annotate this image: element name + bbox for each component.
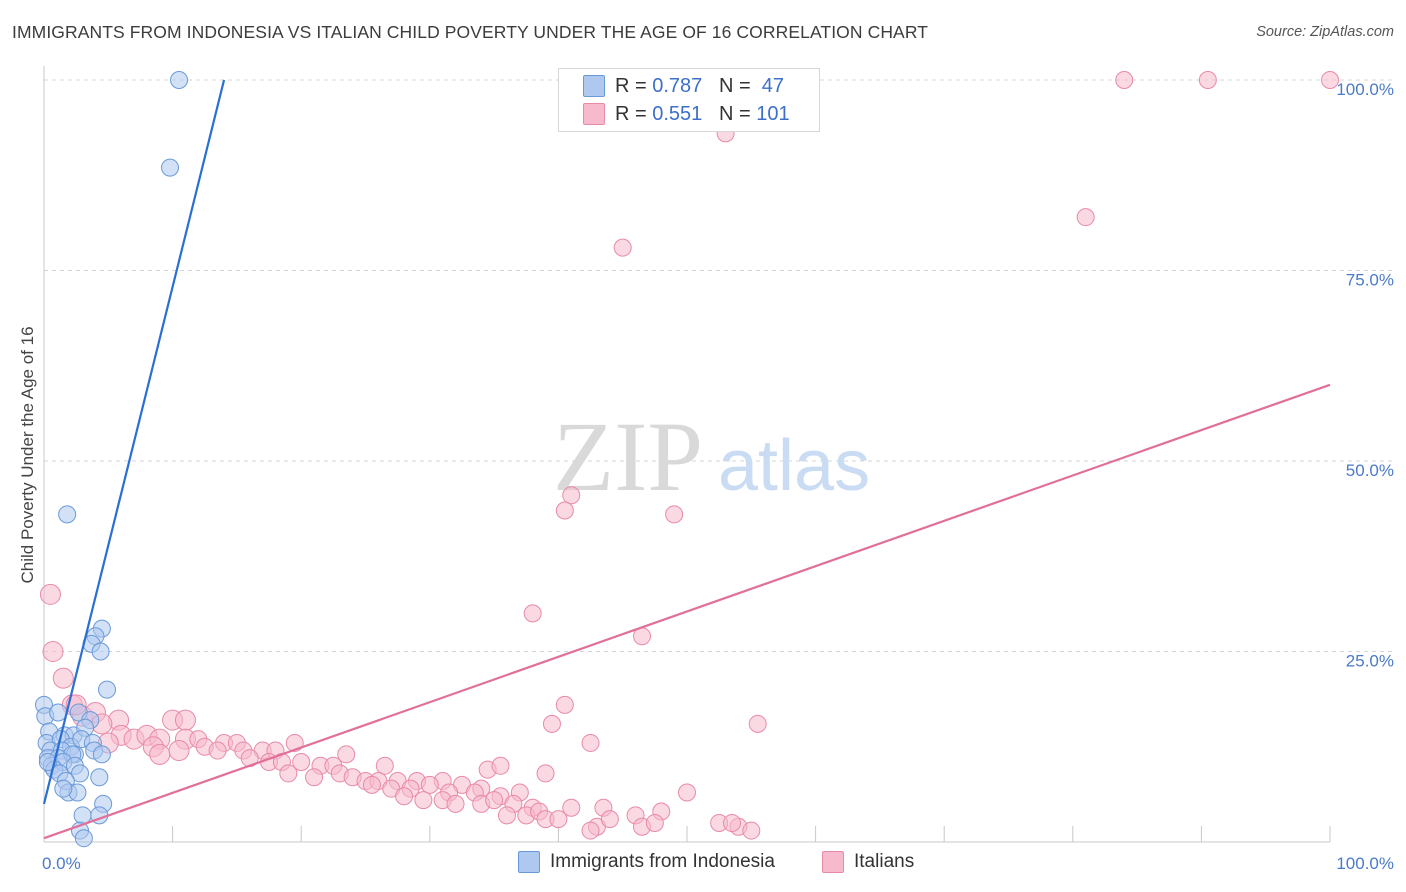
trend-lines <box>42 79 1331 840</box>
pink-point <box>1076 208 1095 227</box>
blue-point <box>170 71 189 89</box>
blue-point <box>71 764 90 783</box>
pink-point <box>555 501 574 520</box>
pink-point <box>395 787 414 806</box>
pink-point <box>723 813 742 832</box>
pink-point <box>600 810 619 829</box>
blue-point <box>92 745 111 764</box>
x-tick-label: 100.0% <box>1336 854 1394 873</box>
blue-point <box>91 642 110 661</box>
legend-n-label: N = <box>718 102 757 125</box>
legend-swatch-pink <box>583 103 605 125</box>
pink-point <box>665 505 684 524</box>
legend-r-value: 0.787 <box>652 74 703 97</box>
watermark: ZIP atlas <box>553 401 870 512</box>
pink-point <box>168 740 190 762</box>
pink-point <box>174 709 196 731</box>
legend-r-label: R = <box>615 74 653 97</box>
pink-point <box>581 821 600 840</box>
bottom-legend-swatch-pink <box>822 851 844 873</box>
pink-point <box>562 798 581 817</box>
pink-point <box>414 791 433 810</box>
pink-point <box>446 794 465 813</box>
bottom-legend-swatch-blue <box>518 851 540 873</box>
pink-point <box>208 741 227 760</box>
pink-point <box>279 764 298 783</box>
pink-point <box>497 806 516 825</box>
blue-point <box>73 806 92 825</box>
blue-point <box>38 752 57 771</box>
legend-row-indonesia: R = 0.787 N = 47 <box>583 73 785 99</box>
legend-r-label: R = <box>615 102 653 125</box>
y-tick-label: 75.0% <box>1346 271 1394 290</box>
source-label: Source: ZipAtlas.com <box>1256 24 1394 40</box>
pink-point <box>1115 71 1134 89</box>
pink-point <box>52 667 74 689</box>
legend-swatch-blue <box>583 75 605 97</box>
pink-point <box>39 583 61 605</box>
pink-point <box>581 733 600 752</box>
pink-point <box>42 641 64 662</box>
blue-point <box>58 505 77 524</box>
pink-point <box>1321 71 1339 89</box>
pink-point <box>536 764 555 783</box>
pink-point <box>375 756 394 775</box>
blue-point <box>54 779 73 798</box>
blue-point <box>90 768 109 787</box>
italians-points <box>39 71 1339 840</box>
pink-point <box>549 810 568 829</box>
pink-point <box>742 821 761 840</box>
pink-point <box>337 745 356 764</box>
pink-point <box>292 752 311 771</box>
pink-point <box>562 486 581 505</box>
bottom-legend-label: Italians <box>854 851 915 872</box>
bottom-legend-label: Immigrants from Indonesia <box>550 851 775 872</box>
watermark-atlas: atlas <box>718 426 870 506</box>
blue-point <box>49 703 68 722</box>
pink-point <box>485 791 504 810</box>
pink-point <box>645 813 664 832</box>
pink-point <box>362 775 381 794</box>
legend-n-label: N = <box>718 74 757 97</box>
pink-trend-line <box>43 383 1331 840</box>
pink-point <box>748 714 767 733</box>
y-tick-label: 100.0% <box>1336 80 1394 99</box>
pink-point <box>678 783 696 802</box>
grid <box>44 79 1395 652</box>
pink-point <box>491 756 510 775</box>
x-tick-label: 0.0% <box>42 854 81 873</box>
legend-row-italians: R = 0.551 N = 101 <box>583 101 790 127</box>
legend-n-value: 47 <box>761 74 785 97</box>
pink-point <box>305 768 324 787</box>
legend-r-value: 0.551 <box>652 102 703 125</box>
chart-title: IMMIGRANTS FROM INDONESIA VS ITALIAN CHI… <box>12 22 929 42</box>
legend-n-value: 101 <box>756 102 790 125</box>
bottom-legend-indonesia: Immigrants from Indonesia <box>518 851 775 873</box>
pink-point <box>420 775 439 794</box>
y-tick-label: 25.0% <box>1346 652 1394 671</box>
pink-point <box>542 714 561 733</box>
pink-point <box>1198 71 1217 89</box>
correlation-legend: R = 0.787 N = 47 R = 0.551 N = 101 <box>558 68 820 132</box>
pink-point <box>613 238 632 257</box>
pink-point <box>555 695 574 714</box>
tick-labels: 25.0% 50.0% 75.0% 100.0% 0.0% 100.0% <box>42 80 1394 873</box>
pink-point <box>523 604 542 623</box>
y-tick-label: 50.0% <box>1346 461 1394 480</box>
blue-point <box>74 829 93 848</box>
y-axis-label: Child Poverty Under the Age of 16 <box>18 326 37 583</box>
pink-point <box>149 743 171 765</box>
blue-trend-line <box>42 79 226 805</box>
blue-point <box>98 680 117 699</box>
bottom-legend-italians: Italians <box>822 851 914 873</box>
blue-point <box>161 158 180 177</box>
